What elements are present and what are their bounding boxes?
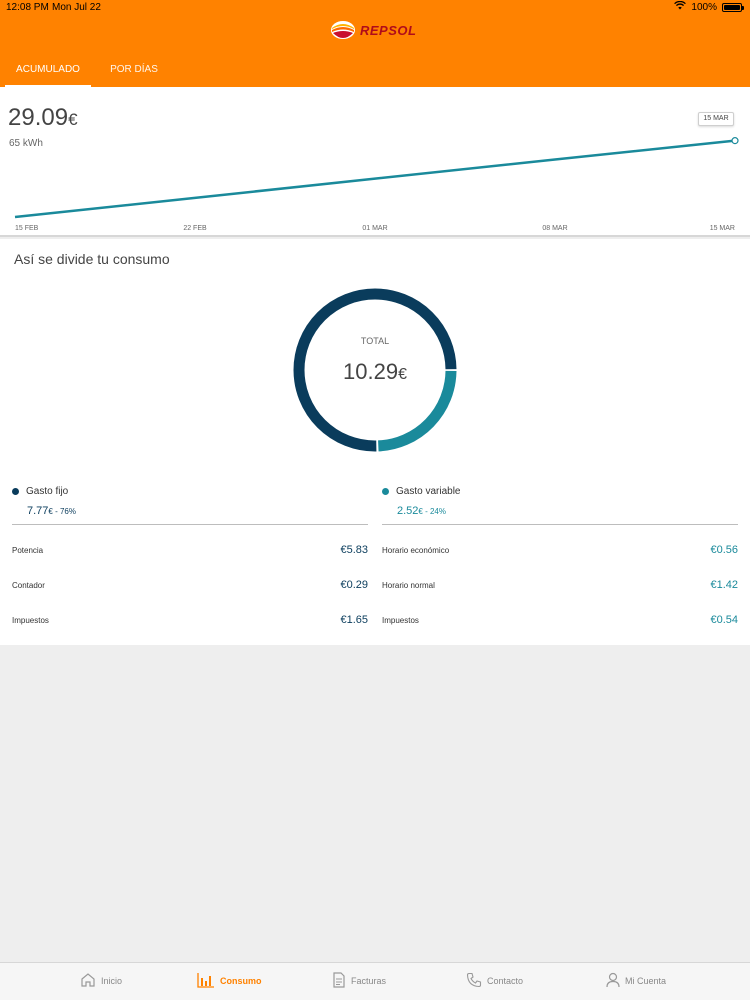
status-bar: 12:08 PM Mon Jul 22 100%: [0, 0, 750, 16]
variable-cost-header: Gasto variable: [382, 485, 738, 497]
variable-cost-column: Gasto variable 2.52€ - 24% Horario econó…: [382, 485, 738, 626]
donut-chart: TOTAL 10.29€: [293, 288, 457, 452]
nav-label: Consumo: [220, 976, 262, 986]
fixed-cost-header: Gasto fijo: [12, 485, 368, 497]
bottom-nav: Inicio Consumo Facturas Contacto Mi Cuen…: [0, 962, 750, 1000]
variable-item-label: Impuestos: [382, 615, 419, 625]
variable-item-impuestos: Impuestos €0.54: [382, 614, 738, 626]
nav-mi-cuenta[interactable]: Mi Cuenta: [606, 972, 666, 990]
nav-label: Mi Cuenta: [625, 976, 667, 986]
variable-cost-label: Gasto variable: [396, 485, 461, 497]
nav-contacto[interactable]: Contacto: [466, 972, 523, 990]
wifi-icon: [674, 0, 687, 13]
donut-total-value: 10.29€: [343, 359, 407, 384]
nav-label: Contacto: [487, 976, 524, 986]
variable-item-value: €0.56: [710, 544, 738, 556]
phone-icon: [466, 972, 482, 990]
fixed-divider: [12, 524, 368, 525]
fixed-item-impuestos: Impuestos €1.65: [12, 614, 368, 626]
variable-cost-amount: 2.52: [397, 505, 419, 517]
cumulative-total-currency: €: [68, 110, 78, 129]
cumulative-total: 29.09€: [8, 104, 78, 132]
tab-por-dias[interactable]: POR DÍAS: [110, 64, 158, 75]
last-point-marker[interactable]: [731, 137, 739, 145]
cumulative-energy: 65 kWh: [9, 138, 43, 149]
nav-consumo[interactable]: Consumo: [197, 972, 262, 990]
x-tick-label: 15 FEB: [15, 225, 39, 232]
document-icon: [332, 972, 346, 990]
bar-chart-icon: [197, 972, 215, 990]
donut-segment-fixed: [293, 288, 457, 452]
variable-item-label: Horario económico: [382, 545, 450, 555]
tab-acumulado[interactable]: ACUMULADO: [5, 57, 91, 87]
home-icon: [80, 972, 96, 990]
nav-inicio[interactable]: Inicio: [80, 972, 122, 990]
fixed-cost-label: Gasto fijo: [26, 485, 69, 497]
variable-cost-detail: € - 24%: [418, 507, 446, 516]
fixed-cost-detail: € - 76%: [48, 507, 76, 516]
x-tick-label: 22 FEB: [183, 225, 207, 232]
fixed-legend-dot: [12, 487, 19, 495]
variable-item-normal: Horario normal €1.42: [382, 579, 738, 591]
fixed-item-contador: Contador €0.29: [12, 579, 368, 591]
app-header: 12:08 PM Mon Jul 22 100% REPSOL ACUMULAD…: [0, 0, 750, 87]
fixed-item-value: €5.83: [340, 544, 368, 556]
battery-icon: [722, 2, 744, 12]
variable-legend-dot: [382, 487, 389, 495]
fixed-item-label: Contador: [12, 580, 45, 590]
nav-label: Inicio: [101, 976, 123, 986]
nav-facturas[interactable]: Facturas: [332, 972, 386, 990]
nav-label: Facturas: [351, 976, 387, 986]
battery-percent: 100%: [691, 1, 717, 13]
fixed-cost-column: Gasto fijo 7.77€ - 76% Potencia €5.83 Co…: [12, 485, 368, 626]
variable-item-label: Horario normal: [382, 580, 435, 590]
fixed-item-label: Impuestos: [12, 615, 49, 625]
variable-divider: [382, 524, 738, 525]
fixed-item-label: Potencia: [12, 545, 44, 555]
repsol-logo-icon: [331, 21, 355, 39]
cumulative-total-value: 29.09: [8, 104, 69, 131]
x-tick-label: 08 MAR: [542, 225, 567, 232]
donut-total-amount: 10.29: [343, 359, 398, 384]
status-time: 12:08 PM: [6, 2, 49, 13]
series-line: [14, 139, 736, 219]
x-tick-label: 15 MAR: [710, 225, 735, 232]
variable-item-value: €0.54: [710, 614, 738, 626]
brand-name: REPSOL: [360, 22, 417, 38]
variable-item-economico: Horario económico €0.56: [382, 544, 738, 556]
chart-tooltip: 15 MAR: [698, 112, 734, 126]
breakdown-title: Así se divide tu consumo: [14, 251, 170, 267]
status-date: Mon Jul 22: [52, 2, 101, 13]
fixed-cost-amount: 7.77: [27, 505, 49, 517]
repsol-logo: REPSOL: [330, 20, 416, 40]
fixed-item-value: €0.29: [340, 579, 368, 591]
fixed-cost-summary: 7.77€ - 76%: [27, 505, 368, 519]
variable-cost-summary: 2.52€ - 24%: [397, 505, 738, 519]
status-indicators: 100%: [674, 0, 744, 13]
user-icon: [606, 972, 620, 990]
fixed-item-potencia: Potencia €5.83: [12, 544, 368, 556]
fixed-item-value: €1.65: [340, 614, 368, 626]
donut-total-currency: €: [398, 366, 407, 383]
donut-total-label: TOTAL: [361, 336, 389, 346]
cumulative-chart-card: 29.09€ 65 kWh 15 FEB 22 FEB 01 MAR 08 MAR 15…: [0, 87, 750, 237]
x-tick-label: 01 MAR: [362, 225, 387, 232]
consumption-breakdown-card: Así se divide tu consumo TOTAL 10.29€ Ga…: [0, 239, 750, 645]
variable-item-value: €1.42: [710, 579, 738, 591]
line-chart[interactable]: 15 FEB 22 FEB 01 MAR 08 MAR 15 MAR: [0, 87, 750, 237]
